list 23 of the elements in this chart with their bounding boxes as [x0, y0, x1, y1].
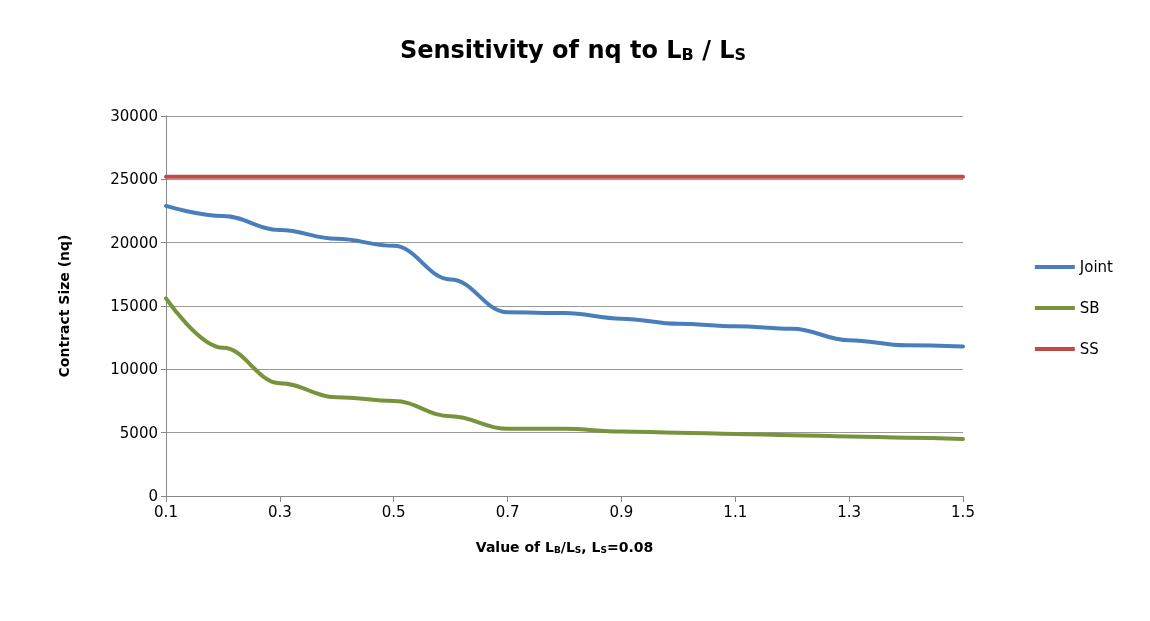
- x-tick-label: 0.5: [381, 502, 406, 521]
- x-tick-label: 1.3: [837, 502, 862, 521]
- x-tick-label: 0.3: [267, 502, 292, 521]
- x-tick-label: 0.9: [609, 502, 634, 521]
- x-tick-label: 1.5: [951, 502, 975, 521]
- legend-label: SB: [1079, 299, 1100, 317]
- y-axis-title: Contract Size (nq): [56, 234, 72, 378]
- x-tick-label: 0.7: [495, 502, 520, 521]
- y-tick-label: 30000: [110, 107, 158, 125]
- y-tick-label: 0: [148, 487, 158, 505]
- y-tick-label: 15000: [110, 297, 158, 315]
- legend-label: SS: [1079, 340, 1099, 358]
- x-tick-label: 0.1: [154, 502, 178, 521]
- x-axis-title: Value of LB/LS, LS=0.08: [475, 539, 654, 556]
- x-tick-label: 1.1: [723, 502, 748, 521]
- chart-title: Sensitivity of nq to LB / LS: [399, 36, 747, 65]
- y-tick-label: 10000: [110, 360, 158, 379]
- legend-label: Joint: [1078, 258, 1114, 276]
- y-tick-label: 5000: [119, 423, 158, 442]
- line-series: [164, 203, 965, 349]
- y-tick-label: 25000: [110, 170, 158, 189]
- y-tick-label: 20000: [110, 233, 158, 252]
- line-series: [164, 296, 965, 441]
